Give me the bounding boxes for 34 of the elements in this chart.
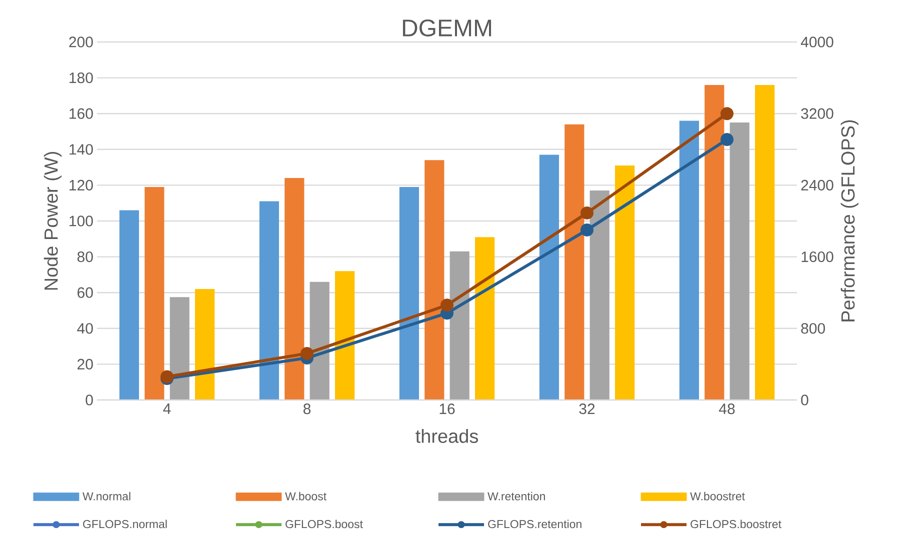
legend-label: GFLOPS.boostret xyxy=(690,520,782,528)
x-tick-label: 32 xyxy=(579,404,595,414)
y2-tick-label: 800 xyxy=(801,323,825,334)
y2-tick-label: 2400 xyxy=(801,180,834,190)
x-axis-title: threads xyxy=(416,429,478,443)
y-tick-label: 20 xyxy=(78,358,93,370)
x-tick-label: 48 xyxy=(719,404,735,414)
legend-label: W.boostret xyxy=(690,492,745,500)
y-tick-label: 60 xyxy=(78,287,93,298)
y-tick-label: 100 xyxy=(70,216,93,226)
x-tick-label: 8 xyxy=(303,404,311,414)
legend-label: W.boost xyxy=(285,492,326,500)
y-tick-label: 200 xyxy=(69,36,93,48)
legend-label: GFLOPS.retention xyxy=(488,520,582,528)
x-tick-label: 16 xyxy=(440,404,455,414)
y2-tick-label: 0 xyxy=(801,394,808,406)
y-axis-title: Node Power (W) xyxy=(44,152,62,290)
chart-title: DGEMM xyxy=(402,19,492,36)
y-tick-label: 0 xyxy=(86,394,93,406)
y-tick-label: 80 xyxy=(77,251,93,262)
y2-axis-title: Performance (GFLOPS) xyxy=(840,120,858,322)
legend-label: W.retention xyxy=(488,492,545,500)
y-tick-label: 160 xyxy=(70,108,93,119)
x-tick-label: 4 xyxy=(163,404,171,414)
y2-tick-label: 4000 xyxy=(800,36,834,48)
y-tick-label: 180 xyxy=(70,72,93,84)
legend-label: GFLOPS.normal xyxy=(83,520,167,528)
y-tick-label: 40 xyxy=(77,323,93,334)
legend-label: W.normal xyxy=(82,492,130,500)
y-tick-label: 120 xyxy=(70,180,93,190)
legend-label: GFLOPS.boost xyxy=(286,520,363,528)
y2-tick-label: 3200 xyxy=(801,108,834,119)
y-tick-label: 140 xyxy=(70,144,93,155)
y2-tick-label: 1600 xyxy=(802,251,834,262)
